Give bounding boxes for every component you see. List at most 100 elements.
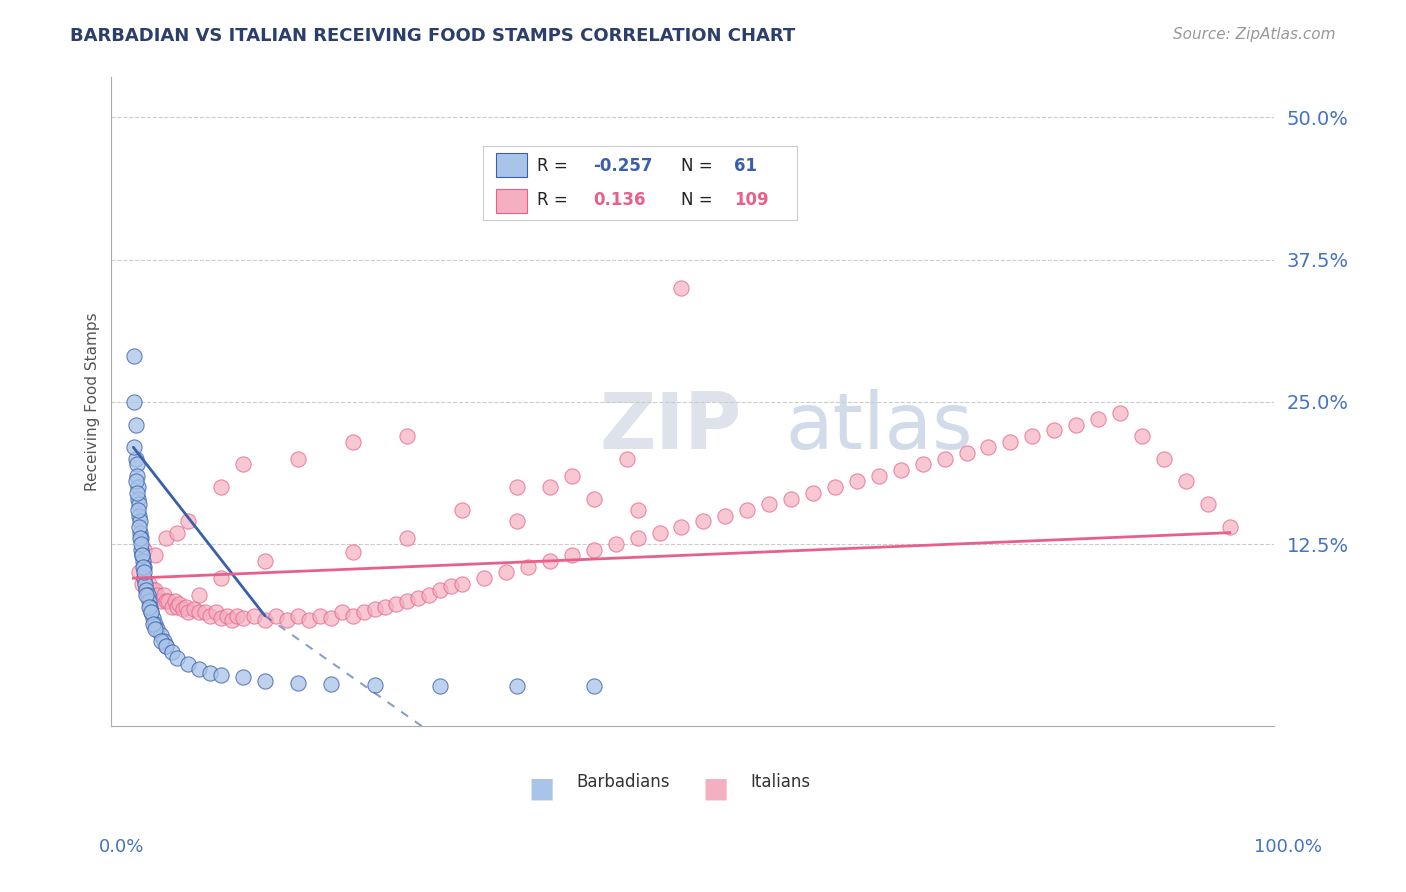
Text: Barbadians: Barbadians (576, 772, 669, 791)
Point (166, 525, 188, 540)
Point (243, 608, 266, 623)
Point (127, 503, 149, 517)
Point (194, 605, 217, 619)
Point (135, 582, 157, 597)
Point (134, 571, 156, 585)
Point (298, 613, 321, 627)
Point (160, 599, 183, 614)
Point (353, 605, 375, 619)
Point (128, 497, 150, 511)
Y-axis label: Receiving Food Stamps: Receiving Food Stamps (86, 312, 100, 491)
Point (177, 605, 200, 619)
Point (129, 525, 152, 540)
Point (440, 579, 463, 593)
Point (955, 446, 977, 460)
Point (209, 480, 232, 494)
Point (582, 679, 605, 693)
Point (149, 628, 172, 642)
Text: BARBADIAN VS ITALIAN RECEIVING FOOD STAMPS CORRELATION CHART: BARBADIAN VS ITALIAN RECEIVING FOOD STAM… (70, 27, 796, 45)
Point (319, 677, 342, 691)
Point (1130, 429, 1153, 443)
Point (177, 657, 200, 671)
Point (253, 613, 276, 627)
Point (342, 608, 364, 623)
Point (169, 598, 191, 612)
Point (139, 605, 162, 619)
Point (627, 503, 650, 517)
Point (142, 582, 165, 597)
Point (134, 566, 156, 580)
Text: Italians: Italians (751, 772, 811, 791)
Point (1064, 417, 1087, 432)
Point (129, 537, 152, 551)
Point (287, 608, 309, 623)
Point (1219, 520, 1241, 534)
Point (801, 485, 824, 500)
Point (396, 429, 419, 443)
Point (209, 611, 232, 625)
Point (135, 588, 157, 602)
Point (1174, 475, 1197, 489)
Point (132, 559, 155, 574)
Point (134, 577, 156, 591)
Point (129, 532, 152, 546)
Point (125, 485, 148, 500)
Point (561, 549, 583, 563)
Point (616, 451, 638, 466)
Point (330, 605, 353, 619)
Point (124, 394, 146, 409)
Text: 0.0%: 0.0% (98, 838, 143, 856)
Point (128, 566, 150, 580)
Point (232, 670, 254, 684)
Point (396, 594, 419, 608)
Point (129, 542, 152, 557)
Point (143, 582, 166, 597)
Point (671, 520, 693, 534)
Point (934, 451, 956, 466)
Point (139, 599, 162, 614)
Point (517, 559, 540, 574)
Point (276, 613, 298, 627)
Point (363, 602, 385, 616)
Point (605, 537, 627, 551)
Point (138, 594, 160, 608)
Point (1087, 412, 1109, 426)
Point (253, 673, 276, 688)
Point (124, 451, 146, 466)
Point (155, 532, 177, 546)
Point (538, 554, 561, 568)
Point (128, 508, 150, 523)
Point (506, 514, 529, 528)
Point (127, 491, 149, 506)
Point (149, 594, 172, 608)
Point (890, 463, 912, 477)
Point (1043, 423, 1066, 437)
Text: ZIP: ZIP (599, 389, 742, 465)
Point (232, 458, 254, 472)
Point (287, 451, 309, 466)
Point (264, 608, 287, 623)
Point (125, 458, 148, 472)
Point (134, 571, 156, 585)
Point (142, 611, 165, 625)
Point (319, 611, 342, 625)
Point (538, 480, 561, 494)
Text: atlas: atlas (786, 389, 973, 465)
Point (142, 616, 165, 631)
Point (124, 440, 146, 454)
Point (128, 520, 150, 534)
Point (138, 577, 160, 591)
Point (977, 440, 1000, 454)
Point (451, 577, 474, 591)
Point (506, 480, 529, 494)
Point (160, 645, 183, 659)
Point (149, 633, 172, 648)
Point (495, 566, 517, 580)
Point (627, 532, 650, 546)
Point (221, 613, 243, 627)
Point (671, 281, 693, 295)
Point (153, 588, 176, 602)
Point (174, 599, 197, 614)
Point (155, 640, 177, 654)
Point (363, 678, 385, 692)
